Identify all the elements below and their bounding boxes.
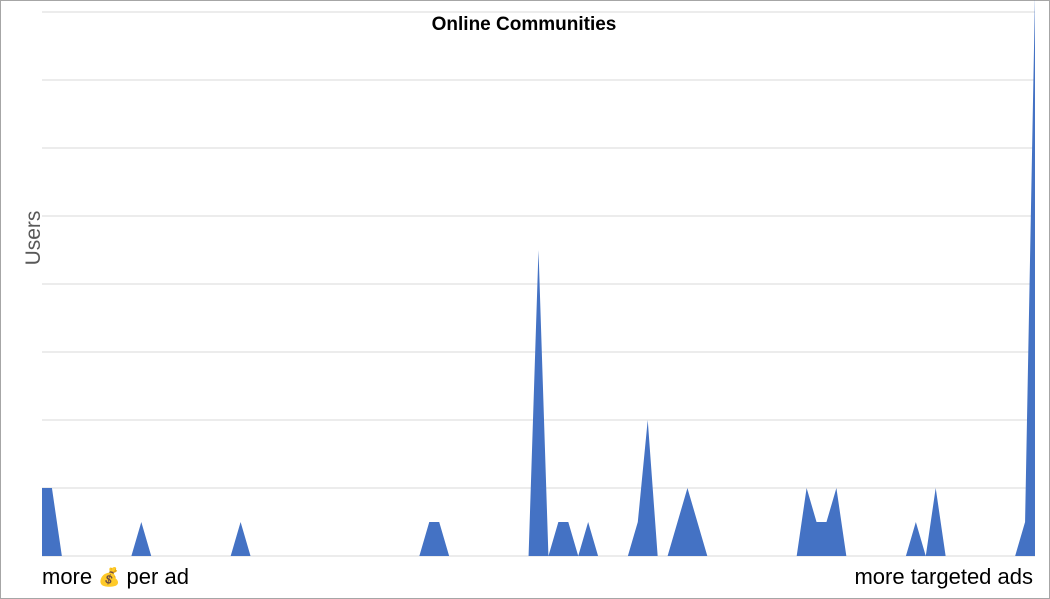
x-left-per-ad-text: per ad [126,564,189,589]
chart-title: Online Communities [431,14,617,35]
x-left-more-text: more [42,564,93,589]
series-layer [42,0,1035,556]
money-bag-icon: 💰 [98,567,121,587]
area-series-0 [42,0,1035,556]
x-axis-left-label: more 💰 per ad [42,564,189,590]
x-axis-right-label: more targeted ads [854,564,1033,589]
